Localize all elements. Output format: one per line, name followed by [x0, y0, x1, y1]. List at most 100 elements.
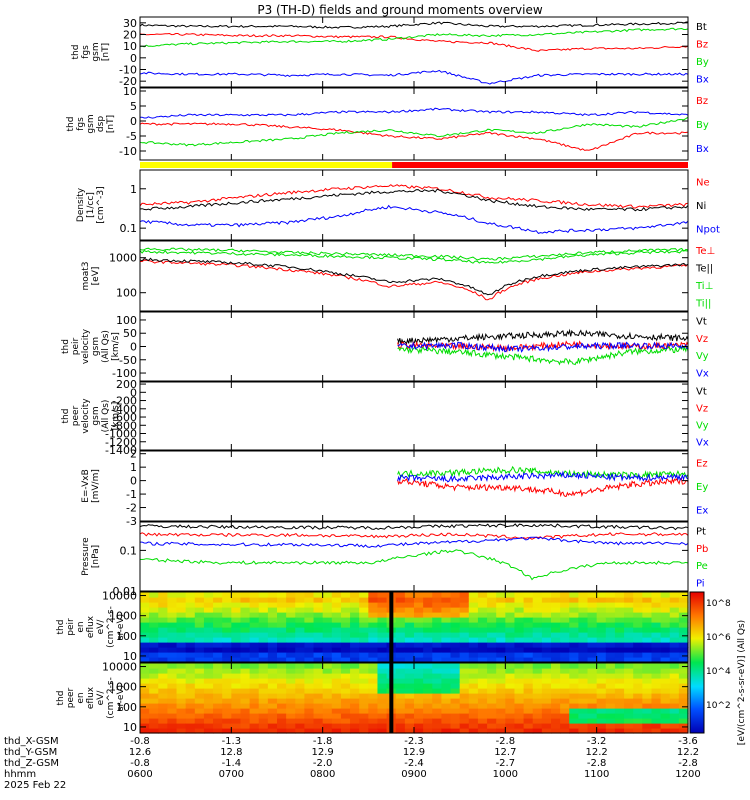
- spectrogram-cell: [231, 657, 242, 663]
- spectrogram-cell: [340, 668, 351, 674]
- spectrogram-cell: [149, 673, 159, 679]
- spectrogram-cell: [633, 723, 643, 729]
- spectrogram-cell: [231, 647, 242, 653]
- spectrogram-cell: [404, 688, 415, 694]
- spectrogram-cell: [514, 657, 525, 663]
- spectrogram-cell: [614, 713, 625, 719]
- spectrogram-cell: [267, 718, 278, 724]
- spectrogram-cell: [322, 693, 333, 699]
- spectrogram-cell: [295, 698, 305, 704]
- spectrogram-cell: [304, 683, 315, 689]
- spectrogram-cell: [359, 708, 369, 714]
- spectrogram-cell: [368, 602, 379, 608]
- spectrogram-cell: [642, 678, 653, 684]
- spectrogram-cell: [423, 592, 433, 598]
- spectrogram-cell: [203, 617, 214, 623]
- y-axis-label-line: [eV]: [91, 267, 101, 286]
- spectrogram-cell: [541, 668, 552, 674]
- colorbar-tick-label: 10^6: [706, 633, 731, 643]
- spectrogram-cell: [669, 723, 680, 729]
- spectrogram-cell: [587, 673, 598, 679]
- legend-label-Vz: Vz: [696, 334, 708, 345]
- spectrogram-cell: [432, 683, 442, 689]
- spectrogram-cell: [359, 617, 369, 623]
- spectrogram-cell: [432, 663, 442, 669]
- spectrogram-cell: [176, 723, 187, 729]
- spectrogram-cell: [304, 607, 315, 613]
- spectrogram-cell: [624, 713, 634, 719]
- spectrogram-cell: [441, 708, 452, 714]
- spectrogram-cell: [605, 693, 616, 699]
- spectrogram-cell: [523, 642, 534, 648]
- y-tick-label: 100: [116, 630, 137, 643]
- spectrogram-cell: [596, 718, 607, 724]
- spectrogram-cell: [395, 703, 406, 709]
- time-axis-value: -1.4: [222, 758, 242, 769]
- spectrogram-cell: [222, 607, 232, 613]
- spectrogram-cell: [359, 647, 369, 653]
- spectrogram-cell: [185, 698, 196, 704]
- spectrogram-cell: [140, 708, 150, 714]
- spectrogram-cell: [587, 622, 598, 628]
- spectrogram-cell: [605, 678, 616, 684]
- y-axis-label-line: en: [76, 692, 86, 703]
- legend-label-Vx: Vx: [696, 368, 709, 379]
- spectrogram-cell: [468, 592, 479, 598]
- spectrogram-cell: [203, 607, 214, 613]
- spectrogram-cell: [249, 678, 260, 684]
- spectrogram-cell: [450, 703, 461, 709]
- spectrogram-cell: [614, 668, 625, 674]
- spectrogram-cell: [505, 673, 516, 679]
- spectrogram-cell: [194, 723, 205, 729]
- spectrogram-cell: [633, 622, 643, 628]
- spectrogram-cell: [487, 698, 497, 704]
- spectrogram-cell: [660, 642, 671, 648]
- spectrogram-cell: [340, 627, 351, 633]
- spectrogram-cell: [167, 617, 178, 623]
- spectrogram-cell: [331, 728, 342, 734]
- spectrogram-cell: [395, 617, 406, 623]
- spectrogram-cell: [340, 637, 351, 643]
- spectrogram-cell: [414, 652, 424, 658]
- spectrogram-cell: [541, 652, 552, 658]
- spectrogram-cell: [194, 657, 205, 663]
- spectrogram-cell: [596, 607, 607, 613]
- spectrogram-cell: [313, 637, 324, 643]
- spectrogram-cell: [258, 723, 269, 729]
- spectrogram-cell: [149, 663, 159, 669]
- spectrogram-cell: [642, 683, 653, 689]
- spectrogram-cell: [286, 698, 296, 704]
- y-tick-label: -10: [119, 145, 137, 158]
- spectrogram-cell: [203, 723, 214, 729]
- spectrogram-cell: [468, 642, 479, 648]
- spectrogram-cell: [313, 713, 324, 719]
- spectrogram-cell: [350, 713, 360, 719]
- spectrogram-cell: [176, 698, 187, 704]
- spectrogram-cell: [194, 652, 205, 658]
- spectrogram-cell: [359, 622, 369, 628]
- spectrogram-cell: [331, 663, 342, 669]
- spectrogram-cell: [669, 602, 680, 608]
- spectrogram-cell: [505, 617, 516, 623]
- spectrogram-cell: [450, 632, 461, 638]
- spectrogram-cell: [295, 718, 305, 724]
- spectrogram-cell: [368, 652, 379, 658]
- y-tick-label: 0.01: [113, 585, 138, 598]
- spectrogram-cell: [295, 612, 305, 618]
- y-axis-label-line: gsm: [86, 114, 96, 133]
- spectrogram-cell: [669, 607, 680, 613]
- spectrogram-cell: [414, 597, 424, 603]
- spectrogram-cell: [605, 663, 616, 669]
- spectrogram-cell: [514, 703, 525, 709]
- spectrogram-cell: [368, 647, 379, 653]
- spectrogram-cell: [350, 708, 360, 714]
- spectrogram-cell: [660, 673, 671, 679]
- spectrogram-cell: [468, 617, 479, 623]
- spectrogram-cell: [642, 703, 653, 709]
- series-line-Vt: [397, 328, 689, 345]
- spectrogram-cell: [331, 627, 342, 633]
- spectrogram-cell: [523, 688, 534, 694]
- spectrogram-cell: [194, 718, 205, 724]
- spectrogram-cell: [194, 617, 205, 623]
- spectrogram-cell: [614, 673, 625, 679]
